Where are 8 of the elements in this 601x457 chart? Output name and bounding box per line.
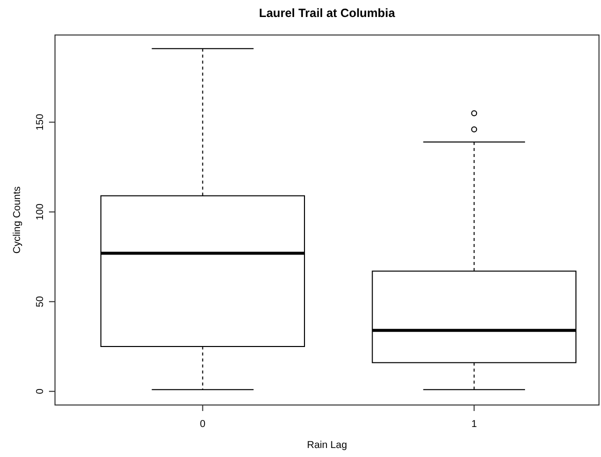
- x-tick-label: 1: [471, 419, 478, 430]
- chart-title: Laurel Trail at Columbia: [258, 6, 396, 20]
- y-axis-title: Cycling Counts: [12, 186, 23, 254]
- y-tick-label: 50: [35, 296, 46, 308]
- x-axis-title: Rain Lag: [306, 440, 348, 451]
- y-tick-label: 0: [35, 388, 46, 394]
- y-tick-label: 150: [35, 113, 46, 131]
- y-tick-label: 100: [35, 203, 46, 220]
